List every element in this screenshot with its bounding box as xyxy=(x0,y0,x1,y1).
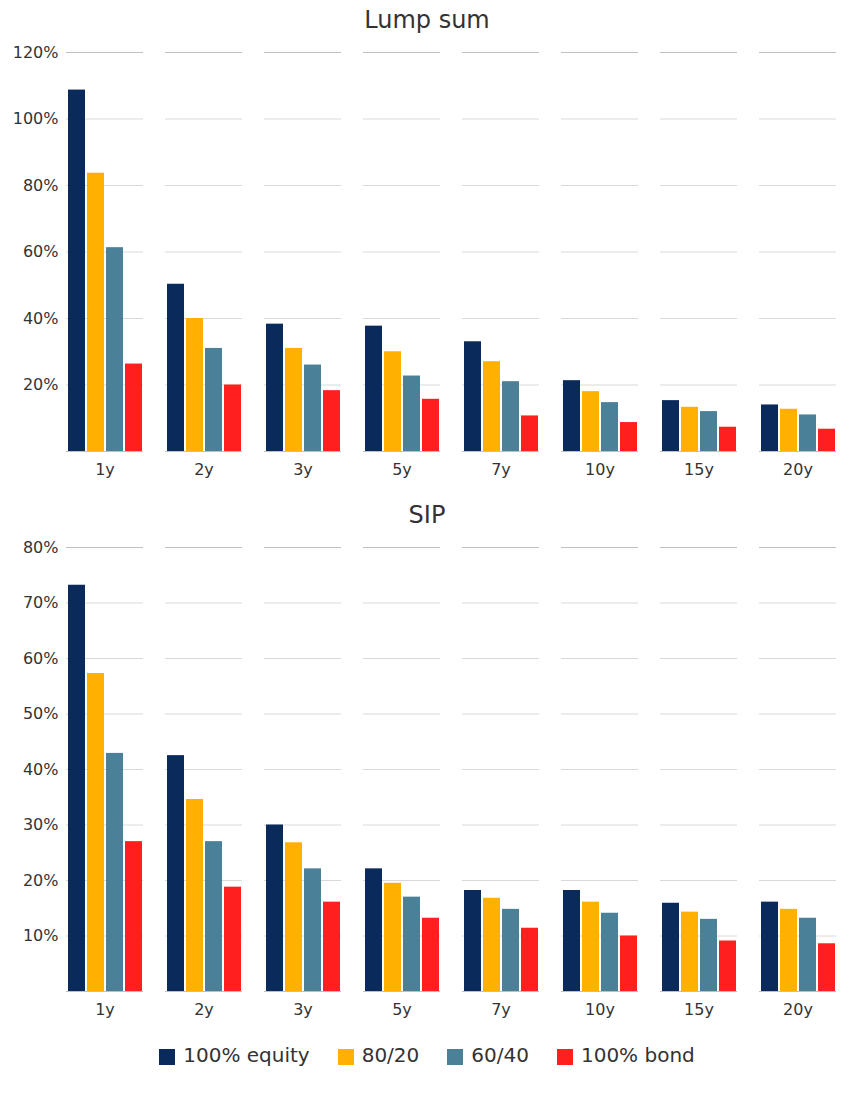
svg-text:3y: 3y xyxy=(293,460,313,479)
svg-text:15y: 15y xyxy=(684,1000,714,1019)
svg-text:20y: 20y xyxy=(783,1000,813,1019)
svg-text:20%: 20% xyxy=(23,375,59,394)
svg-text:60%: 60% xyxy=(23,242,59,261)
svg-text:10y: 10y xyxy=(585,460,615,479)
svg-text:80%: 80% xyxy=(23,538,59,557)
svg-text:20%: 20% xyxy=(23,871,59,890)
svg-text:7y: 7y xyxy=(491,460,511,479)
svg-text:40%: 40% xyxy=(23,309,59,328)
svg-text:1y: 1y xyxy=(95,1000,115,1019)
svg-text:10%: 10% xyxy=(23,926,59,945)
svg-text:100%: 100% xyxy=(13,109,59,128)
html-text:80/20: 80/20 xyxy=(361,1043,420,1067)
svg-text:50%: 50% xyxy=(23,704,59,723)
html-text:60/40: 60/40 xyxy=(471,1043,529,1067)
html-text:SIP: SIP xyxy=(408,501,446,529)
svg-text:15y: 15y xyxy=(684,460,714,479)
svg-text:7y: 7y xyxy=(491,1000,511,1019)
svg-text:80%: 80% xyxy=(23,176,59,195)
svg-text:20y: 20y xyxy=(783,460,813,479)
svg-text:10y: 10y xyxy=(585,1000,615,1019)
svg-text:5y: 5y xyxy=(392,460,412,479)
svg-text:1y: 1y xyxy=(95,460,115,479)
svg-text:2y: 2y xyxy=(194,460,214,479)
svg-text:3y: 3y xyxy=(293,1000,313,1019)
svg-text:60%: 60% xyxy=(23,649,59,668)
svg-text:70%: 70% xyxy=(23,593,59,612)
svg-text:40%: 40% xyxy=(23,760,59,779)
html-text:100% bond: 100% bond xyxy=(580,1043,695,1067)
svg-text:2y: 2y xyxy=(194,1000,214,1019)
html-text:100% equity: 100% equity xyxy=(183,1043,310,1067)
svg-text:120%: 120% xyxy=(13,43,59,62)
svg-text:5y: 5y xyxy=(392,1000,412,1019)
html-text:Lump sum: Lump sum xyxy=(364,6,490,34)
svg-text:30%: 30% xyxy=(23,815,59,834)
